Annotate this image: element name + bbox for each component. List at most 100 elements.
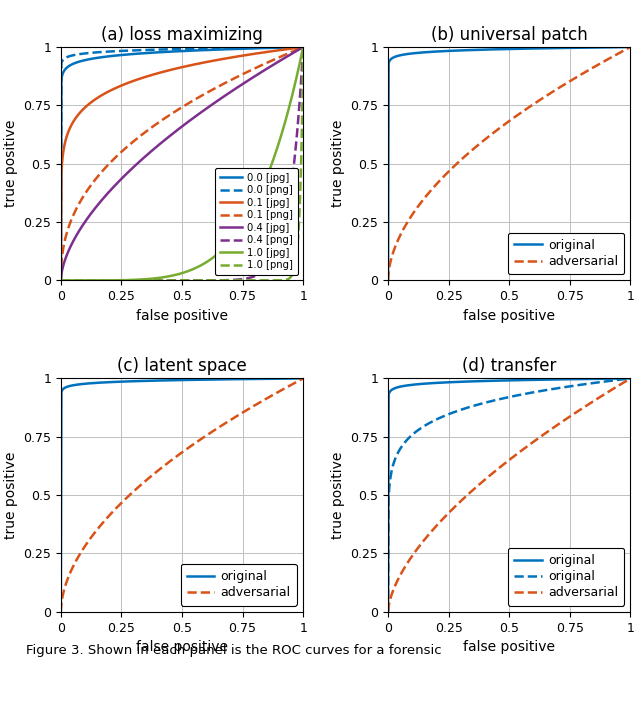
Legend: original, adversarial: original, adversarial (508, 232, 624, 274)
0.1 [png] (232, 73, 239, 82)
0.1 [jpg] (209, 56, 217, 65)
Line: original: original (61, 379, 303, 612)
adversarial (537, 96, 545, 104)
1.0 [jpg] (209, 253, 217, 262)
original (463, 377, 471, 386)
original (384, 607, 392, 616)
original (153, 376, 161, 385)
original (627, 374, 634, 383)
original (232, 375, 239, 384)
original (413, 380, 421, 389)
0.0 [jpg] (57, 276, 65, 285)
Line: 1.0 [jpg]: 1.0 [jpg] (61, 47, 303, 280)
0.0 [jpg] (300, 43, 307, 51)
1.0 [jpg] (153, 274, 161, 282)
adversarial (232, 413, 239, 421)
1.0 [jpg] (233, 229, 241, 237)
Title: (a) loss maximizing: (a) loss maximizing (101, 26, 263, 44)
adversarial (463, 491, 471, 500)
adversarial (480, 136, 488, 145)
original (537, 44, 545, 53)
adversarial (209, 426, 217, 435)
adversarial (57, 607, 65, 616)
1.0 [png] (136, 276, 143, 285)
0.1 [jpg] (153, 70, 161, 78)
0.0 [png] (86, 49, 94, 57)
0.4 [jpg] (233, 83, 241, 92)
adversarial (384, 607, 392, 616)
Line: 0.4 [jpg]: 0.4 [jpg] (61, 47, 303, 280)
Title: (b) universal patch: (b) universal patch (431, 26, 588, 44)
original (233, 375, 241, 384)
0.1 [png] (300, 43, 307, 51)
original (480, 46, 488, 54)
original (384, 607, 392, 616)
1.0 [jpg] (300, 43, 307, 51)
0.1 [png] (233, 72, 241, 81)
0.0 [png] (209, 44, 217, 53)
0.0 [png] (153, 46, 161, 54)
0.0 [png] (232, 43, 239, 52)
Y-axis label: true positive: true positive (331, 452, 345, 539)
0.0 [png] (300, 43, 307, 51)
Y-axis label: true positive: true positive (4, 120, 17, 207)
original (480, 399, 488, 408)
Y-axis label: true positive: true positive (4, 452, 17, 539)
adversarial (561, 80, 568, 89)
original (480, 376, 488, 385)
0.4 [png] (300, 43, 307, 51)
0.4 [jpg] (232, 84, 239, 93)
1.0 [jpg] (232, 230, 239, 239)
0.4 [png] (153, 276, 161, 285)
original (209, 375, 217, 384)
Line: original: original (388, 379, 630, 612)
0.4 [jpg] (209, 99, 217, 108)
adversarial (463, 150, 471, 159)
original (559, 43, 567, 52)
1.0 [png] (300, 43, 307, 51)
X-axis label: false positive: false positive (136, 640, 228, 654)
original (86, 379, 94, 387)
Line: 0.0 [png]: 0.0 [png] (61, 47, 303, 280)
1.0 [jpg] (57, 276, 65, 285)
original (413, 426, 421, 435)
0.1 [png] (57, 276, 65, 285)
0.1 [jpg] (57, 276, 65, 285)
Line: original: original (388, 47, 630, 280)
0.4 [jpg] (153, 142, 161, 151)
0.0 [jpg] (232, 45, 239, 54)
adversarial (627, 374, 634, 383)
original (561, 375, 568, 384)
original (136, 376, 143, 385)
Legend: original, original, adversarial: original, original, adversarial (508, 548, 624, 605)
0.0 [png] (136, 46, 143, 54)
original (463, 46, 471, 54)
adversarial (384, 276, 392, 285)
0.1 [jpg] (136, 75, 143, 83)
original (300, 374, 307, 383)
0.1 [jpg] (86, 99, 94, 108)
Line: original: original (388, 379, 630, 612)
Legend: original, adversarial: original, adversarial (180, 564, 297, 605)
0.0 [jpg] (86, 55, 94, 64)
0.1 [png] (86, 182, 94, 191)
0.0 [jpg] (233, 45, 241, 54)
adversarial (537, 432, 545, 441)
1.0 [png] (86, 276, 94, 285)
1.0 [jpg] (86, 276, 94, 285)
Line: 0.1 [jpg]: 0.1 [jpg] (61, 47, 303, 280)
Line: 1.0 [png]: 1.0 [png] (61, 47, 303, 280)
adversarial (413, 544, 421, 553)
Line: adversarial: adversarial (388, 379, 630, 612)
0.4 [png] (86, 276, 94, 285)
0.4 [png] (233, 275, 241, 284)
adversarial (627, 43, 634, 51)
original (627, 374, 634, 383)
adversarial (413, 203, 421, 212)
0.4 [jpg] (136, 157, 143, 166)
0.4 [png] (136, 276, 143, 285)
Title: (d) transfer: (d) transfer (462, 358, 556, 376)
0.4 [jpg] (86, 211, 94, 219)
1.0 [png] (233, 276, 241, 285)
original (463, 403, 471, 412)
